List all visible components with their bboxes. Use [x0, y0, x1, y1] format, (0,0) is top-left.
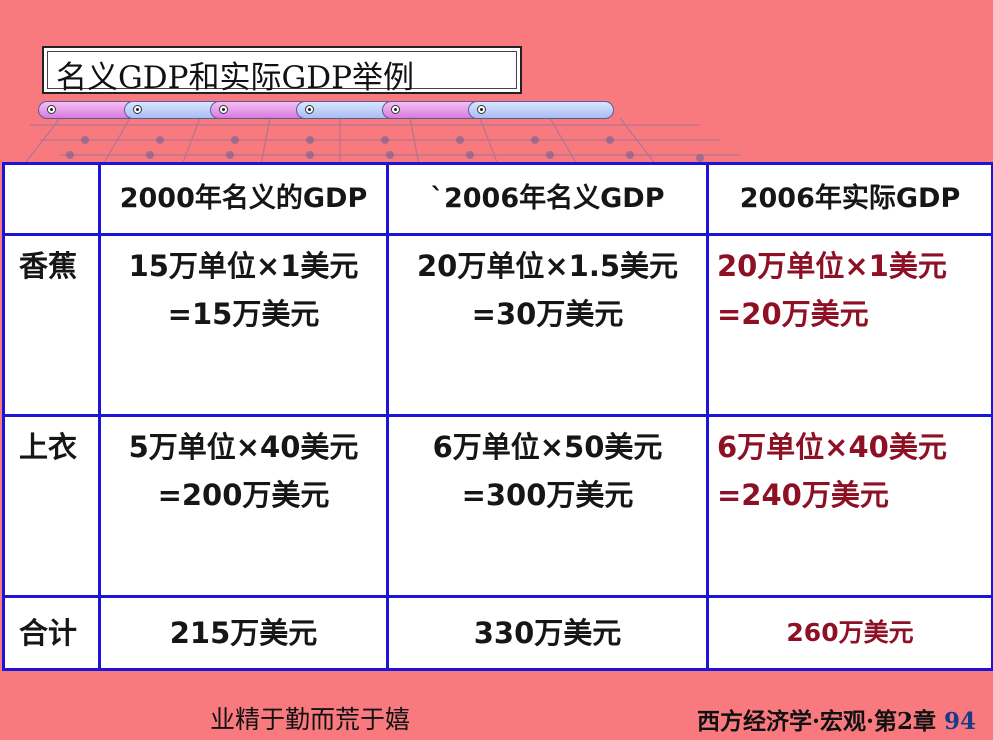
cell-nominal-2000: 15万单位×1美元 =15万美元 — [98, 233, 389, 417]
cell-line: 6万单位×40美元 — [717, 430, 947, 464]
pill-decoration — [38, 101, 138, 119]
cell-line: =20万美元 — [717, 297, 869, 331]
slide-title: 名义GDP和实际GDP举例 — [56, 60, 414, 96]
decorative-grid-background — [19, 117, 760, 170]
page-number: 94 — [944, 708, 977, 735]
cell-nominal-2000: 5万单位×40美元 =200万美元 — [98, 414, 389, 598]
row-label: 上衣 — [2, 414, 101, 598]
header-cell-empty — [2, 162, 101, 236]
cell-real-2006: 20万单位×1美元 =20万美元 — [706, 233, 993, 417]
cell-line: =15万美元 — [167, 297, 320, 331]
cell-line: 15万单位×1美元 — [128, 249, 359, 283]
cell-line: 20万单位×1.5美元 — [416, 249, 679, 283]
cell-nominal-2006: 330万美元 — [386, 595, 709, 671]
header-real-2006: 2006年实际GDP — [706, 162, 993, 236]
pill-decoration — [124, 101, 224, 119]
row-label: 香蕉 — [2, 233, 101, 417]
gdp-table: 2000年名义的GDP `2006年名义GDP 2006年实际GDP 香蕉 15… — [2, 162, 993, 671]
cell-line: 6万单位×50美元 — [432, 430, 663, 464]
cell-real-2006: 6万单位×40美元 =240万美元 — [706, 414, 993, 598]
header-nominal-2006: `2006年名义GDP — [386, 162, 709, 236]
pill-decoration — [296, 101, 396, 119]
table-row-banana: 香蕉 15万单位×1美元 =15万美元 20万单位×1.5美元 =30万美元 2… — [2, 233, 993, 417]
slide-title-box: 名义GDP和实际GDP举例 — [42, 46, 522, 96]
cell-line: =200万美元 — [157, 478, 330, 512]
cell-line: 20万单位×1美元 — [717, 249, 947, 283]
footer-course: 西方经济学·宏观·第2章 — [697, 708, 937, 735]
cell-line: =300万美元 — [461, 478, 634, 512]
footer-motto: 业精于勤而荒于嬉 — [210, 705, 411, 734]
header-nominal-2000: 2000年名义的GDP — [98, 162, 389, 236]
cell-real-2006: 260万美元 — [706, 595, 993, 671]
row-label: 合计 — [2, 595, 101, 671]
cell-line: =240万美元 — [717, 478, 889, 512]
pill-decoration — [468, 101, 614, 119]
table-row-shirt: 上衣 5万单位×40美元 =200万美元 6万单位×50美元 =300万美元 6… — [2, 414, 993, 598]
footer-course-info: 西方经济学·宏观·第2章 94 — [697, 702, 976, 736]
pill-decoration — [382, 101, 482, 119]
cell-line: =30万美元 — [471, 297, 624, 331]
pill-decoration — [210, 101, 310, 119]
table-header-row: 2000年名义的GDP `2006年名义GDP 2006年实际GDP — [2, 162, 993, 236]
table-row-total: 合计 215万美元 330万美元 260万美元 — [2, 595, 993, 671]
cell-nominal-2006: 20万单位×1.5美元 =30万美元 — [386, 233, 709, 417]
cell-nominal-2006: 6万单位×50美元 =300万美元 — [386, 414, 709, 598]
cell-line: 5万单位×40美元 — [128, 430, 359, 464]
cell-nominal-2000: 215万美元 — [98, 595, 389, 671]
